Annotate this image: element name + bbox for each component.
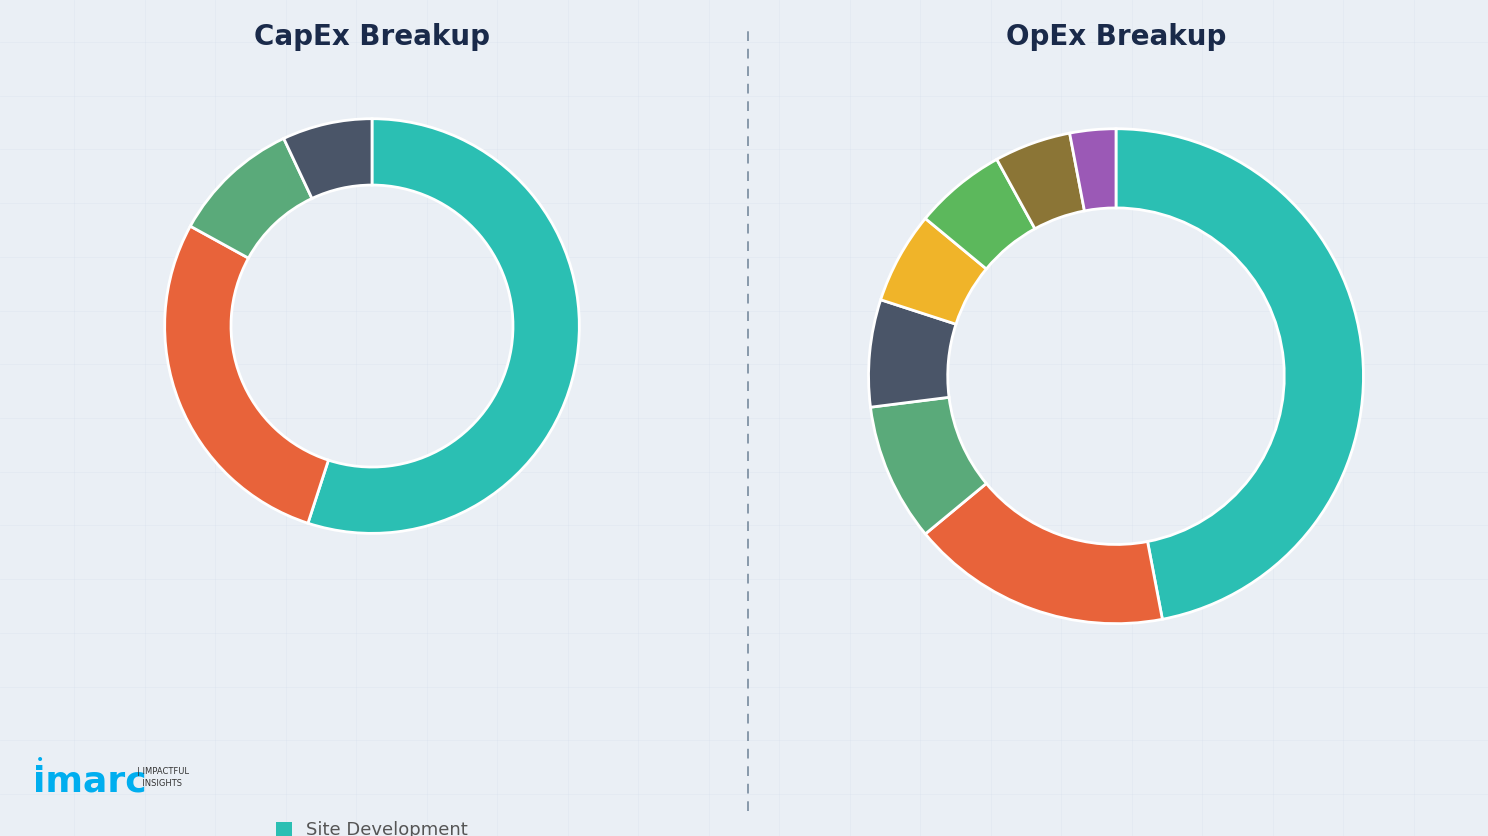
Wedge shape bbox=[284, 119, 372, 198]
Wedge shape bbox=[926, 483, 1162, 624]
Title: OpEx Breakup: OpEx Breakup bbox=[1006, 23, 1226, 51]
Wedge shape bbox=[926, 160, 1036, 269]
Text: | IMPACTFUL
  INSIGHTS: | IMPACTFUL INSIGHTS bbox=[137, 767, 189, 788]
Wedge shape bbox=[1116, 129, 1363, 619]
Wedge shape bbox=[997, 133, 1085, 229]
Wedge shape bbox=[870, 397, 987, 534]
Text: •: • bbox=[36, 753, 45, 767]
Wedge shape bbox=[869, 300, 955, 407]
Wedge shape bbox=[165, 227, 329, 523]
Wedge shape bbox=[308, 119, 579, 533]
Text: imarc: imarc bbox=[33, 764, 146, 798]
Wedge shape bbox=[190, 139, 312, 258]
Wedge shape bbox=[1070, 129, 1116, 211]
Wedge shape bbox=[881, 218, 987, 324]
Title: CapEx Breakup: CapEx Breakup bbox=[254, 23, 490, 51]
Legend: Site Development, Civil Works, Machinery, Others: Site Development, Civil Works, Machinery… bbox=[271, 816, 473, 836]
